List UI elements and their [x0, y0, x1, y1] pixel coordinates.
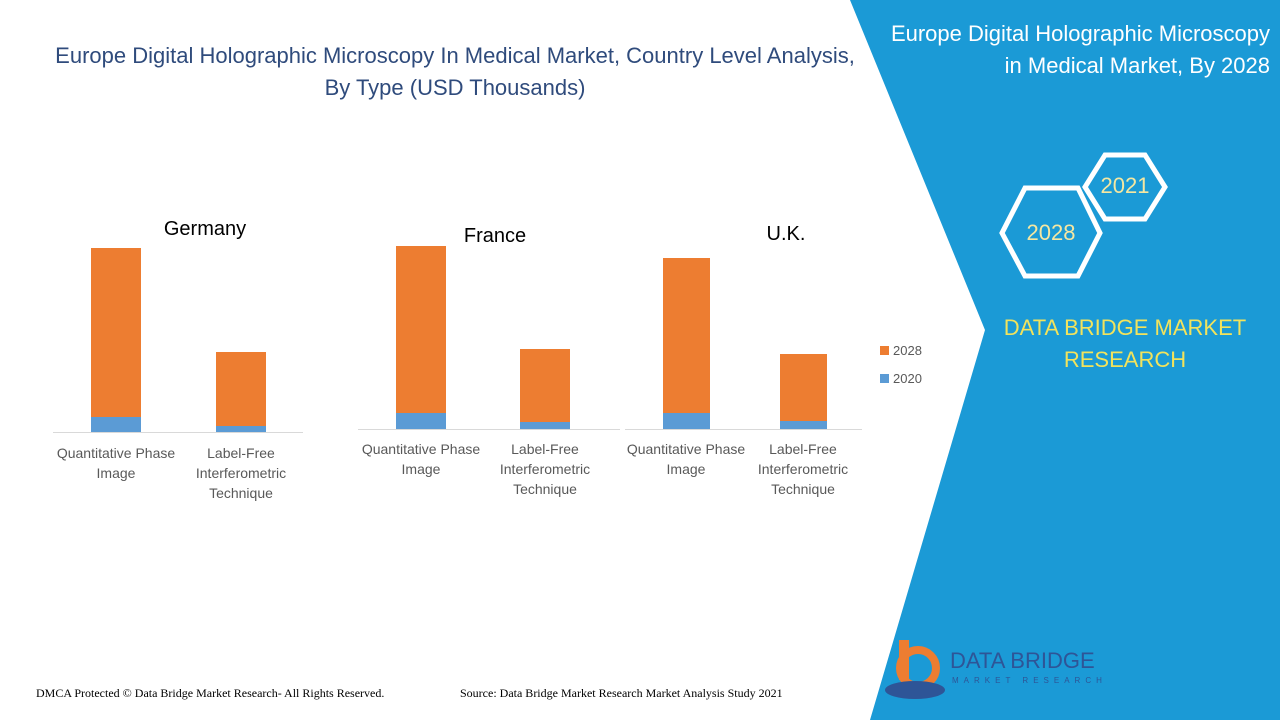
x-tick-label: Quantitative Phase Image [361, 441, 481, 477]
side-title: Europe Digital Holographic Microscopy in… [890, 21, 1270, 78]
legend-swatch [880, 374, 889, 383]
x-tick-label: Label-Free Interferometric Technique [195, 445, 287, 501]
logo-icon [885, 640, 945, 699]
bar-segment [779, 421, 827, 429]
main-title: Europe Digital Holographic Microscopy In… [55, 43, 855, 100]
side-panel-shape [850, 0, 1280, 720]
bar-segment [520, 422, 570, 429]
bar-segment [662, 413, 710, 429]
x-tick-label: Quantitative Phase Image [626, 441, 746, 477]
x-axis [358, 429, 620, 430]
x-tick-label: Quantitative Phase Image [56, 445, 176, 481]
x-axis [53, 432, 303, 433]
legend-label: 2028 [893, 343, 922, 358]
chart-title: Germany [163, 218, 247, 240]
bar-segment [396, 413, 446, 429]
bar-segment [396, 246, 446, 413]
bar-segment [91, 248, 141, 417]
chart-title: France [463, 225, 527, 247]
bar-segment [779, 354, 827, 421]
source: Source: Data Bridge Market Research Mark… [460, 686, 783, 700]
x-axis [625, 429, 862, 430]
x-tick-label: Label-Free Interferometric Technique [757, 441, 849, 497]
brand: DATA BRIDGE MARKET RESEARCH [1003, 315, 1247, 372]
bar-segment [216, 426, 266, 432]
bar-segment [216, 352, 266, 426]
x-tick-label: Label-Free Interferometric Technique [499, 441, 591, 497]
legend-label: 2020 [893, 371, 922, 386]
bar-segment [662, 258, 710, 413]
bar-segment [91, 417, 141, 432]
hex-label: 2021 [1100, 173, 1150, 198]
logo-tagline: MARKET RESEARCH [952, 676, 1107, 685]
copyright: DMCA Protected © Data Bridge Market Rese… [36, 686, 385, 700]
chart-title: U.K. [766, 223, 806, 245]
logo-name: DATA BRIDGE [950, 648, 1095, 673]
bar-segment [520, 349, 570, 422]
hex-label: 2028 [1026, 220, 1076, 245]
hexagon [1082, 152, 1168, 222]
legend-swatch [880, 346, 889, 355]
hexagon [999, 185, 1103, 279]
